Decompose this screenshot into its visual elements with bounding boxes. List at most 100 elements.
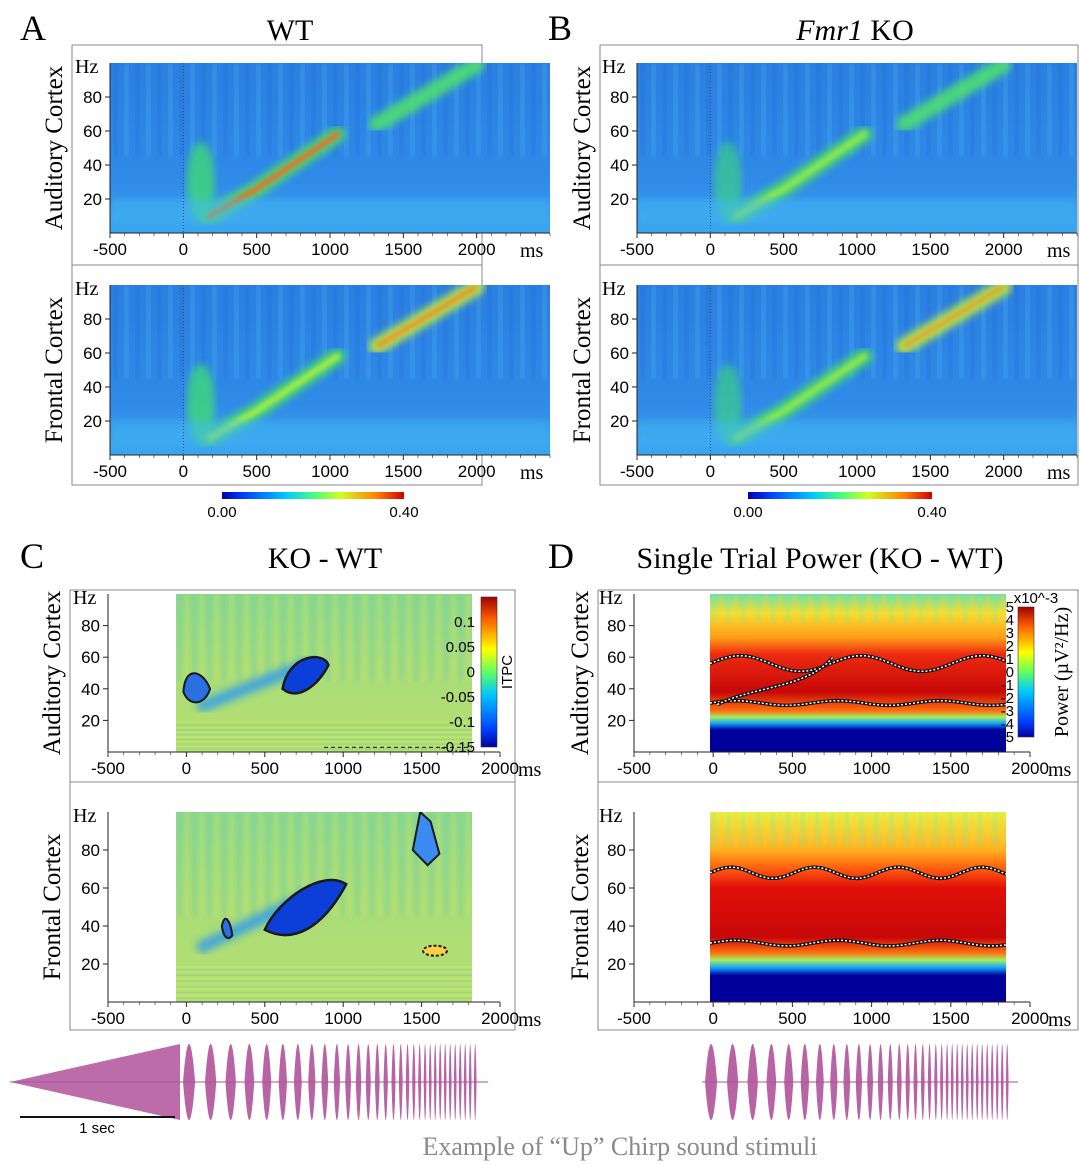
texture-streak (807, 594, 812, 623)
texture-streak (933, 594, 938, 623)
y-tick-label: 60 (610, 122, 629, 141)
waveform-burst (398, 1044, 403, 1120)
y-tick-label: 20 (81, 955, 100, 974)
texture-streak (333, 285, 338, 379)
texture-streak (281, 812, 286, 917)
texture-streak (333, 812, 338, 917)
texture-streak (325, 594, 330, 681)
texture-streak (429, 594, 434, 681)
texture-streak (640, 285, 645, 379)
texture-streak (673, 285, 678, 379)
texture-streak (816, 285, 821, 379)
texture-streak (756, 812, 761, 847)
waveform-burst (345, 1044, 352, 1120)
y-unit: Hz (602, 278, 625, 300)
waveform-burst (934, 1044, 938, 1120)
texture-streak (340, 812, 345, 917)
texture-streak (344, 63, 349, 157)
colorbar-max: 0.40 (917, 504, 946, 521)
waveform-burst (412, 1044, 416, 1120)
texture-streak (214, 812, 219, 917)
texture-streak (1036, 285, 1041, 379)
texture-streak (266, 594, 271, 681)
texture-streak (113, 63, 118, 157)
texture-streak (135, 285, 140, 379)
texture-streak (849, 285, 854, 379)
texture-streak (509, 63, 514, 157)
subplot-auditory: -500 0 500 1000 1500 2000 20 40 60 80 Hz ms Auditory… (41, 56, 551, 262)
y-tick-label: 20 (607, 955, 626, 974)
x-tick-label: 1500 (384, 462, 422, 481)
x-tick-label: 500 (769, 240, 797, 259)
texture-streak (889, 594, 894, 623)
x-tick-label: 2000 (1011, 759, 1049, 778)
x-tick-label: 2000 (458, 240, 496, 259)
y-tick-label: 20 (610, 412, 629, 431)
waveform-burst (727, 1044, 739, 1120)
waveform-burst (705, 1044, 718, 1120)
sig-contour-dash (710, 699, 1006, 707)
x-tick-label: 1000 (324, 759, 362, 778)
texture-streak (911, 594, 916, 623)
texture-streak (311, 63, 316, 157)
texture-streak (454, 63, 459, 157)
x-tick-label: 2000 (1011, 1009, 1049, 1028)
colorbar-max: 0.40 (389, 504, 418, 521)
texture-streak (370, 812, 375, 917)
texture-streak (407, 812, 412, 917)
x-tick-label: 1500 (932, 759, 970, 778)
y-tick-label: 80 (607, 617, 626, 636)
texture-streak (207, 594, 212, 681)
row-label: Auditory Cortex (567, 590, 594, 755)
texture-streak (421, 594, 426, 681)
texture-streak (800, 594, 805, 623)
colorbar-tick: -3 (1001, 703, 1014, 720)
row-label: Frontal Cortex (41, 296, 68, 443)
texture-streak (970, 63, 975, 157)
waveform-burst (1000, 1044, 1004, 1120)
texture-streak (822, 594, 827, 623)
x-tick-label: 1000 (311, 240, 349, 259)
texture-streak (793, 594, 798, 623)
waveform-burst (985, 1044, 989, 1120)
sig-cluster (281, 656, 330, 695)
texture-streak (223, 285, 228, 379)
texture-streak (392, 594, 397, 681)
texture-streak (926, 812, 931, 847)
texture-streak (763, 812, 768, 847)
heatmap (637, 285, 1077, 455)
texture-streak (377, 812, 382, 917)
subplot-frontal: -500 0 500 1000 1500 2000 20 40 60 80 Hz ms Frontal … (567, 805, 1072, 1031)
row-label: Auditory Cortex (41, 65, 68, 230)
x-tick-label: 2000 (481, 1009, 519, 1028)
texture-streak (366, 285, 371, 379)
texture-streak (322, 63, 327, 157)
colorbar-tick: 3 (1006, 625, 1014, 642)
waveform-burst (877, 1044, 884, 1120)
texture-streak (465, 285, 470, 379)
x-unit: ms (520, 462, 544, 484)
texture-streak (959, 285, 964, 379)
colorbar (1017, 606, 1035, 738)
waveform-burst (468, 1044, 472, 1120)
y-tick-label: 60 (607, 879, 626, 898)
texture-streak (1058, 63, 1063, 157)
texture-streak (414, 594, 419, 681)
texture-streak (926, 594, 931, 623)
panel-letter: B (548, 8, 572, 48)
texture-streak (542, 63, 547, 157)
texture-streak (355, 812, 360, 917)
texture-streak (234, 285, 239, 379)
texture-streak (432, 63, 437, 157)
texture-streak (192, 812, 197, 917)
texture-streak (259, 594, 264, 681)
texture-streak (783, 63, 788, 157)
texture-streak (300, 63, 305, 157)
colorbar (480, 596, 498, 748)
texture-streak (948, 285, 953, 379)
waveform-burst (423, 1044, 427, 1120)
sig-contour-dash (710, 866, 1006, 880)
texture-streak (236, 594, 241, 681)
sig-contour-dash (710, 654, 1006, 673)
